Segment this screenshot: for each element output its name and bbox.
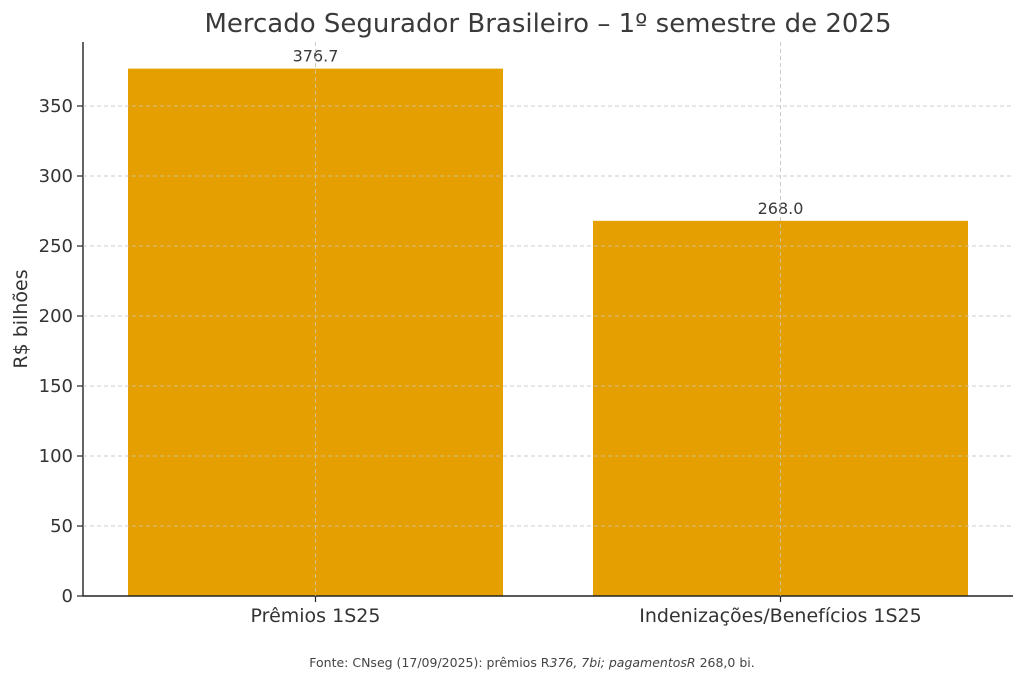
y-tick-label: 100 xyxy=(39,446,73,467)
y-tick-label: 0 xyxy=(62,586,73,607)
source-text-4: 268,0 bi. xyxy=(695,655,755,670)
y-tick-label: 300 xyxy=(39,166,73,187)
data-label: 268.0 xyxy=(758,199,804,218)
chart-title: Mercado Segurador Brasileiro – 1º semest… xyxy=(204,9,891,39)
source-note: Fonte: CNseg (17/09/2025): prêmios R376,… xyxy=(0,655,1024,670)
x-axis-ticks: Prêmios 1S25 Indenizações/Benefícios 1S25 xyxy=(251,596,922,627)
y-tick-label: 250 xyxy=(39,236,73,257)
x-tick-label: Indenizações/Benefícios 1S25 xyxy=(639,605,921,627)
x-tick-label: Prêmios 1S25 xyxy=(251,605,381,627)
y-tick-label: 200 xyxy=(39,306,73,327)
bars xyxy=(128,68,968,597)
source-text-1: Fonte: CNseg (17/09/2025): prêmios R xyxy=(309,655,550,670)
source-text-3: bi; pagamentosR xyxy=(589,655,696,670)
y-axis-label: R$ bilhões xyxy=(10,269,32,368)
bar-chart: Mercado Segurador Brasileiro – 1º semest… xyxy=(10,9,1013,627)
y-tick-label: 50 xyxy=(50,516,73,537)
y-tick-label: 150 xyxy=(39,376,73,397)
grid-lines xyxy=(83,42,1013,596)
y-axis-ticks: 0 50 100 150 200 250 300 350 xyxy=(39,96,83,607)
y-tick-label: 350 xyxy=(39,96,73,117)
source-text-2: 376, 7 xyxy=(549,655,590,670)
